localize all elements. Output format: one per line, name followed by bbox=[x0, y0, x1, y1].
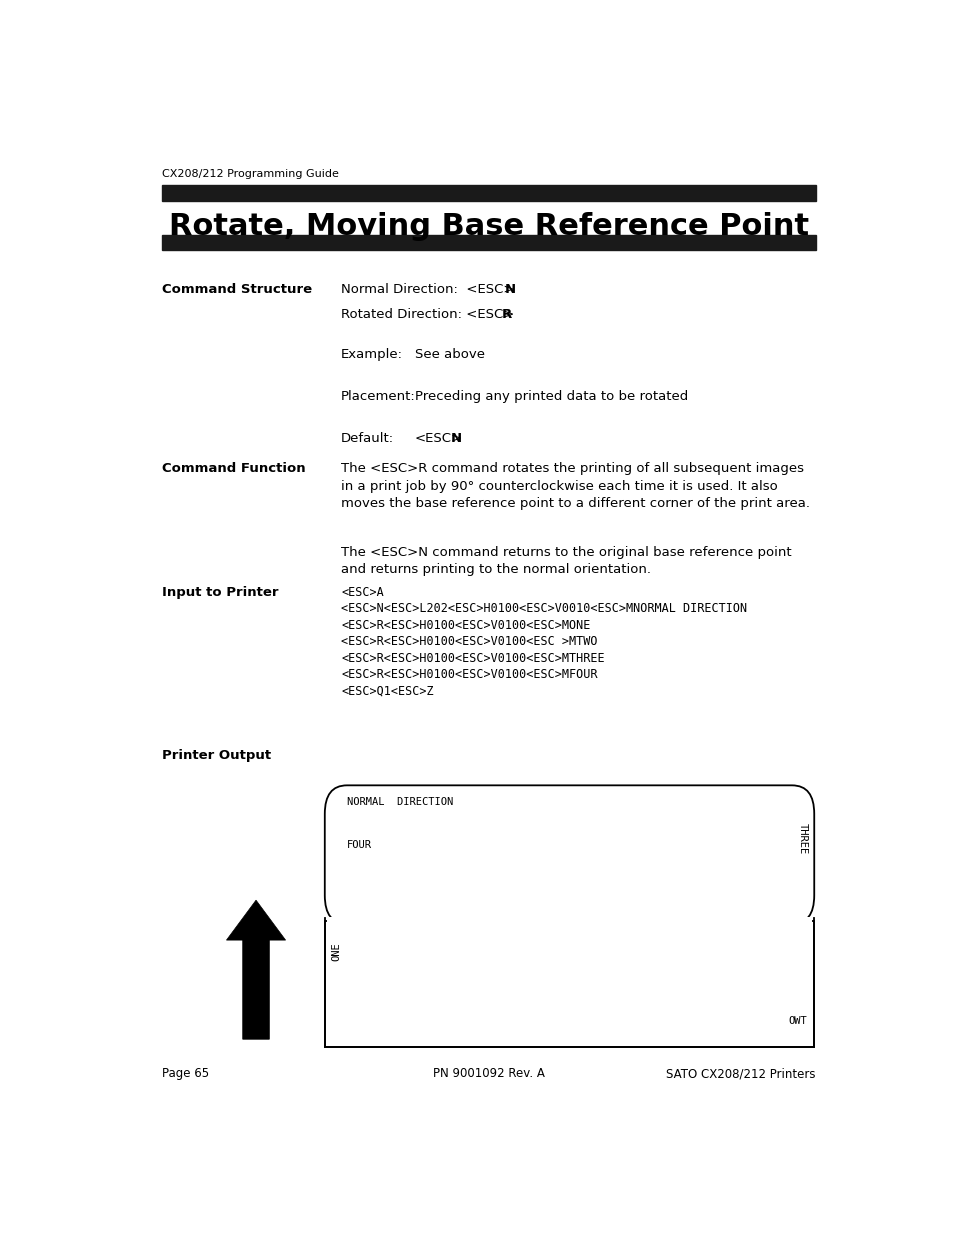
Text: ONE: ONE bbox=[332, 942, 341, 961]
Bar bbox=[327, 918, 811, 925]
Text: <ESC>A
<ESC>N<ESC>L202<ESC>H0100<ESC>V0010<ESC>MNORMAL DIRECTION
<ESC>R<ESC>H010: <ESC>A <ESC>N<ESC>L202<ESC>H0100<ESC>V00… bbox=[341, 585, 746, 698]
Text: Command Function: Command Function bbox=[162, 462, 306, 475]
Text: The <ESC>R command rotates the printing of all subsequent images
in a print job : The <ESC>R command rotates the printing … bbox=[341, 462, 809, 510]
Text: OWT: OWT bbox=[787, 1016, 806, 1026]
Text: N: N bbox=[505, 283, 516, 296]
Text: See above: See above bbox=[415, 348, 484, 361]
Text: Example:: Example: bbox=[341, 348, 402, 361]
Text: FOUR: FOUR bbox=[347, 841, 372, 851]
Text: PN 9001092 Rev. A: PN 9001092 Rev. A bbox=[433, 1067, 544, 1081]
Text: THREE: THREE bbox=[797, 824, 806, 855]
Polygon shape bbox=[226, 900, 285, 1039]
Bar bbox=[162, 235, 816, 249]
Text: Rotate, Moving Base Reference Point: Rotate, Moving Base Reference Point bbox=[169, 211, 808, 241]
Text: CX208/212 Programming Guide: CX208/212 Programming Guide bbox=[162, 169, 338, 179]
Text: NORMAL  DIRECTION: NORMAL DIRECTION bbox=[347, 797, 453, 806]
Text: The <ESC>N command returns to the original base reference point
and returns prin: The <ESC>N command returns to the origin… bbox=[341, 546, 791, 577]
Text: Placement:: Placement: bbox=[341, 390, 416, 403]
Text: Input to Printer: Input to Printer bbox=[162, 585, 278, 599]
Text: Rotated Direction: <ESC>: Rotated Direction: <ESC> bbox=[341, 308, 514, 321]
Text: Command Structure: Command Structure bbox=[162, 283, 312, 296]
Text: Printer Output: Printer Output bbox=[162, 750, 271, 762]
Text: Default:: Default: bbox=[341, 431, 394, 445]
Text: R: R bbox=[501, 308, 512, 321]
Text: <ESC>: <ESC> bbox=[415, 431, 462, 445]
Bar bbox=[324, 921, 813, 1047]
Text: N: N bbox=[450, 431, 461, 445]
Text: Preceding any printed data to be rotated: Preceding any printed data to be rotated bbox=[415, 390, 687, 403]
Bar bbox=[162, 185, 816, 200]
Text: Normal Direction:  <ESC>: Normal Direction: <ESC> bbox=[341, 283, 514, 296]
Text: Page 65: Page 65 bbox=[162, 1067, 209, 1081]
FancyBboxPatch shape bbox=[324, 785, 813, 924]
Text: SATO CX208/212 Printers: SATO CX208/212 Printers bbox=[665, 1067, 815, 1081]
